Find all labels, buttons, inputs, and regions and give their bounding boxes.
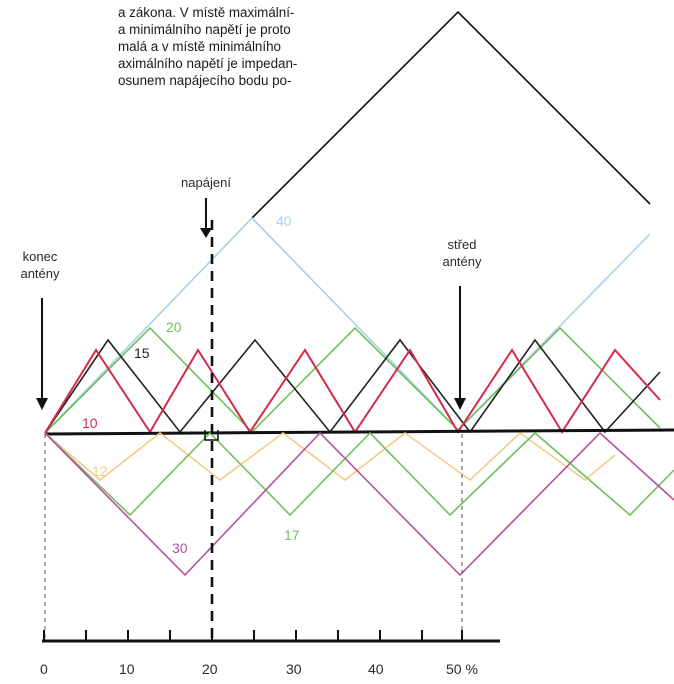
text-line: aximálního napětí je impedan- xyxy=(118,56,298,71)
end-arrow-head xyxy=(36,398,48,410)
wave-12 xyxy=(44,431,616,482)
antenna-end-label: konec antény xyxy=(4,248,76,282)
text-line: osunem napájecího bodu po- xyxy=(118,73,292,88)
feed-notch xyxy=(204,430,219,441)
antenna-end-label-line1: konec xyxy=(22,249,58,264)
body-text: a zákona. V místě maximální- a minimální… xyxy=(118,4,298,89)
wave-label-20: 20 xyxy=(166,319,182,335)
wave-30 xyxy=(44,431,674,577)
text-line: a minimálního napětí je proto xyxy=(118,22,291,37)
wave-label-17: 17 xyxy=(284,527,300,543)
antenna-baseline xyxy=(44,428,674,436)
tick-label-0: 0 xyxy=(40,661,48,677)
wave-20 xyxy=(44,326,661,434)
wave-label-40: 40 xyxy=(276,213,292,229)
antenna-center-label-line2: antény xyxy=(442,254,482,269)
feed-point-label: napájení xyxy=(181,175,231,190)
wave-label-10: 10 xyxy=(82,415,98,431)
wave-label-15: 15 xyxy=(134,345,150,361)
antenna-center-label: střed antény xyxy=(422,236,502,270)
text-line: a zákona. V místě maximální- xyxy=(118,5,295,20)
wave-label-30: 30 xyxy=(172,540,188,556)
center-arrow-head xyxy=(454,398,466,410)
tick-label-50: 50 % xyxy=(446,661,478,677)
antenna-center-label-line1: střed xyxy=(447,237,477,252)
text-line: malá a v místě minimálního xyxy=(118,39,281,54)
wave-40 xyxy=(44,216,651,434)
tick-label-20: 20 xyxy=(202,661,218,677)
feed-arrow-head xyxy=(200,228,212,238)
wave-black-large xyxy=(251,10,651,219)
scale-ticks xyxy=(43,630,463,641)
tick-label-10: 10 xyxy=(119,661,135,677)
wave-10 xyxy=(44,348,661,434)
wave-17 xyxy=(44,431,674,517)
antenna-end-label-line2: antény xyxy=(20,266,60,281)
wave-15 xyxy=(44,338,661,434)
tick-label-40: 40 xyxy=(368,661,384,677)
wave-label-12: 12 xyxy=(92,463,108,479)
tick-label-30: 30 xyxy=(286,661,302,677)
